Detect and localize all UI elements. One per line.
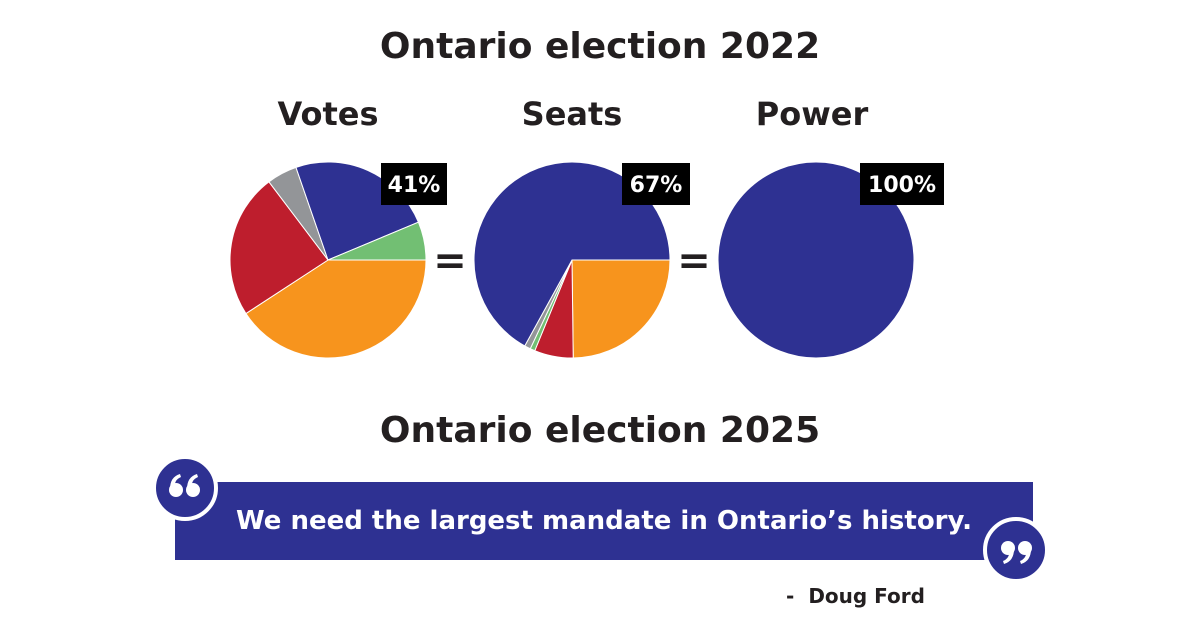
power-badge-bg (860, 163, 944, 205)
attribution-dash: - (786, 584, 795, 608)
seats-pie-slice-4 (473, 161, 671, 347)
quote-banner: We need the largest mandate in Ontario’s… (175, 482, 1033, 560)
votes-badge: 41% (381, 163, 447, 205)
quote-text: We need the largest mandate in Ontario’s… (236, 506, 972, 536)
power-badge-text: 100% (868, 173, 936, 198)
seats-badge-text: 67% (630, 173, 683, 198)
votes-pie-slice-4 (327, 221, 427, 261)
title-2022: Ontario election 2022 (379, 26, 821, 67)
seats-label: Seats (521, 95, 623, 133)
power-label: Power (755, 95, 869, 133)
close-quote-icon (983, 517, 1049, 583)
power-pie-slice-0 (717, 161, 915, 359)
attribution: - Doug Ford (786, 584, 925, 608)
seats-badge-bg (622, 163, 690, 205)
pie-charts: 41% 67% 100% (229, 161, 944, 359)
seats-badge: 67% (622, 163, 690, 205)
equals-sign-2: = (677, 238, 711, 284)
seats-pie (473, 161, 671, 359)
votes-badge-text: 41% (388, 173, 441, 198)
equals-sign-1: = (433, 238, 467, 284)
power-badge: 100% (860, 163, 944, 205)
open-quote-icon (152, 455, 218, 521)
seats-pie-slice-0 (571, 259, 671, 359)
title-2025: Ontario election 2025 (379, 410, 821, 451)
attribution-name: Doug Ford (808, 584, 925, 608)
votes-pie (229, 161, 427, 359)
power-pie (717, 161, 915, 359)
votes-pie-slice-1 (229, 181, 329, 315)
votes-badge-bg (381, 163, 447, 205)
votes-label: Votes (277, 95, 379, 133)
